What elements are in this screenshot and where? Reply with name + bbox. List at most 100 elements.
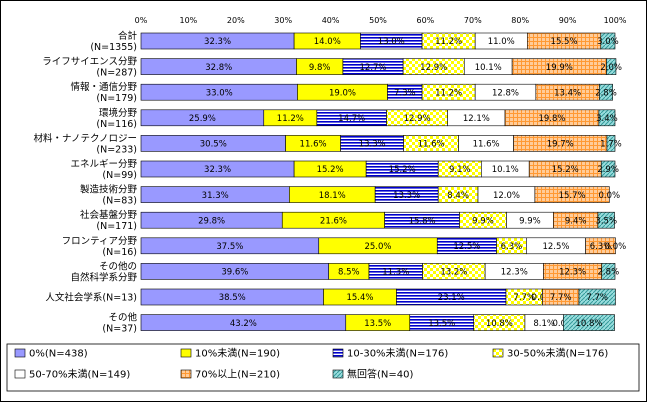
data-label: 6.3% [590,242,612,252]
data-label: 12.9% [404,114,431,124]
category-label-line: 自然科学系分野 [70,271,137,283]
data-label: 12.8% [492,88,519,98]
bar-segment [563,314,615,331]
data-label: 37.5% [216,242,243,252]
data-label: 12.5% [542,242,569,252]
data-label: 13.3% [393,191,420,201]
data-label: 1.7% [600,140,622,150]
data-label: 0.0% [599,191,621,201]
bar-segment [599,83,613,101]
data-label: 13.0% [378,37,405,47]
legend-label: 10-30%未満(N=176) [347,348,448,360]
category-label-line: (N=116) [96,119,137,130]
data-label: 12.3% [559,268,586,278]
data-label: 15.8% [409,216,436,226]
category-label-line: 社会基盤分野 [80,209,138,221]
bar-segment [601,263,616,280]
category-label-line: エネルギー分野 [70,159,137,170]
category-label-line: その他の [99,260,137,272]
category-label: 材料・ナノテクノロジー(N=233) [34,132,137,155]
data-label: 25.0% [364,242,391,252]
data-label: 10.8% [575,319,602,329]
data-label: 18.1% [319,191,346,201]
bar-row: 33.0% 19.0% 7.3% 11.2% 12.8% 13.4% 2.8% [140,83,617,101]
category-label-line: 合計 [118,30,138,42]
data-label: 13.3% [359,140,386,150]
bar-segment [598,109,616,127]
legend-item: 無回答(N=40) [332,368,413,381]
data-label: 19.0% [329,88,356,98]
data-label: 7.7% [513,293,535,303]
legend-label: 50-70%未満(N=149) [29,369,130,381]
data-label: 43.2% [230,319,257,329]
data-label: 6.3% [501,242,523,252]
category-label: ライフサイエンス分野(N=287) [42,57,137,79]
category-label: その他(N=37) [102,312,137,335]
category-label-line: (N=16) [102,247,137,258]
legend-label: 0%(N=438) [29,349,88,360]
legend-swatch [14,348,26,358]
bar-row: 37.5% 25.0% 12.5% 6.3% 12.5% 6.3%0.0% [140,237,626,255]
bar-segment [600,32,616,50]
category-label-line: (N=99) [102,170,137,181]
category-label-line: (N=37) [102,324,137,335]
x-tick-label: 30% [274,16,292,25]
category-label-line: (N=287) [96,68,137,79]
bar-row: 25.9% 11.2% 14.7% 12.9% 12.1% 19.8% 3.4% [140,109,618,127]
legend-swatch [332,348,344,358]
data-label: 13.4% [554,88,581,98]
data-label: 11.3% [382,268,409,278]
legend-item: 70%以上(N=210) [180,369,280,381]
legend-item: 50-70%未満(N=149) [14,369,130,381]
data-label: 14.7% [338,114,365,124]
data-label: 31.3% [202,191,229,201]
data-label: 11.2% [435,88,462,98]
data-label: 21.6% [320,216,347,226]
category-label-line: その他 [108,312,137,324]
data-label: 9.9% [519,216,541,226]
data-label: 3.0% [597,37,619,47]
x-tick-label: 40% [322,16,340,25]
category-label: 人文社会学系(N=13) [45,292,137,304]
legend-swatch [14,369,26,379]
x-tick-label: 100% [604,16,627,25]
x-tick-label: 0% [135,16,148,25]
bar-row: 39.6% 8.5% 11.3% 13.2% 12.3% 12.3% 2.8% [140,263,619,280]
data-label: 15.2% [317,165,344,175]
bar-row: 30.5% 11.6% 13.3% 11.6% 11.6% 19.7% 1.7% [140,135,622,152]
x-tick-label: 60% [417,16,435,25]
data-label: 9.1% [449,165,471,175]
data-label: 7.7% [586,293,608,303]
category-label: 製造技術分野(N=83) [80,184,138,207]
category-label-line: (N=83) [102,196,137,207]
x-tick-label: 70% [464,16,482,25]
data-label: 11.2% [277,114,304,124]
legend-swatch [180,369,192,379]
bar-row: 32.3% 14.0% 13.0% 11.2% 11.0% 15.5% 3.0% [140,32,619,50]
legend: 0%(N=438) 10%未満(N=190) 10-30%未満(N=176) 30-5… [6,343,640,392]
bar-segment [606,58,617,75]
bar-row: 32.8% 9.8% 12.7% 12.9% 10.1% 19.9% 2.0% [140,58,622,75]
data-label: 29.8% [198,216,225,226]
data-label: 7.3% [394,88,416,98]
legend-box [6,343,640,392]
legend-swatch [180,348,192,358]
data-label: 23.1% [438,293,465,303]
legend-label: 10%未満(N=190) [195,348,280,360]
bar-row: 29.8% 21.6% 15.8% 9.9% 9.9% 9.4% 3.5% [140,211,617,229]
x-tick-label: 50% [369,16,387,25]
bar-segment [600,160,616,178]
data-label: 30.5% [200,140,227,150]
data-label: 2.8% [595,88,617,98]
bar-segment [534,186,610,203]
x-tick-label: 90% [559,16,577,25]
data-label: 10.1% [475,63,502,73]
x-axis: 0% 10% 20% 30% 40% 50% 60% 70% 80% 90% 100% [135,16,627,25]
legend-item: 10-30%未満(N=176) [332,348,448,360]
category-label-line: 材料・ナノテクノロジー [34,132,137,144]
data-label: 32.8% [205,63,232,73]
data-label: 15.4% [346,293,373,303]
x-tick-label: 20% [227,16,245,25]
data-label: 3.4% [596,114,618,124]
data-label: 33.0% [206,88,233,98]
